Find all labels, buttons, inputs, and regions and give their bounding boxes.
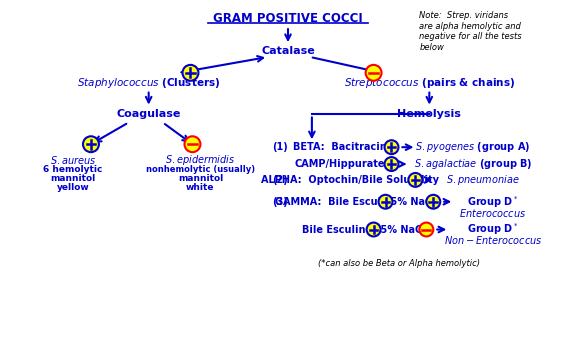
Circle shape — [366, 65, 381, 81]
Text: mannitol: mannitol — [51, 174, 96, 183]
Text: (*can also be Beta or Alpha hemolytic): (*can also be Beta or Alpha hemolytic) — [319, 259, 480, 268]
Text: (2): (2) — [272, 175, 288, 185]
Text: $\it{Streptococcus}$ (pairs & chains): $\it{Streptococcus}$ (pairs & chains) — [344, 76, 515, 90]
Text: $\it{S.pyogenes}$ (group A): $\it{S.pyogenes}$ (group A) — [415, 140, 531, 154]
Text: Catalase: Catalase — [261, 46, 315, 56]
Circle shape — [184, 136, 200, 152]
Text: $\it{Staphylococcus}$ (Clusters): $\it{Staphylococcus}$ (Clusters) — [77, 76, 220, 90]
Text: Note:  Strep. viridans
are alpha hemolytic and
negative for all the tests
below: Note: Strep. viridans are alpha hemolyti… — [419, 11, 522, 51]
Text: $\it{S. aureus}$: $\it{S. aureus}$ — [50, 154, 96, 166]
Text: nonhemolytic (usually): nonhemolytic (usually) — [146, 166, 255, 174]
Circle shape — [419, 223, 433, 236]
Text: white: white — [186, 183, 215, 192]
Text: $\it{S. agalactiae}$ (group B): $\it{S. agalactiae}$ (group B) — [414, 157, 532, 171]
Circle shape — [83, 136, 99, 152]
Text: (3): (3) — [272, 197, 288, 207]
Text: $\it{Enterococcus}$: $\it{Enterococcus}$ — [460, 207, 526, 219]
Text: Coagulase: Coagulase — [116, 109, 181, 119]
Circle shape — [385, 140, 399, 154]
Text: Hemolysis: Hemolysis — [397, 109, 461, 119]
Text: $\it{Non-Enterococcus}$: $\it{Non-Enterococcus}$ — [444, 234, 543, 246]
Circle shape — [426, 195, 440, 209]
Text: Bile Esculin: Bile Esculin — [302, 224, 366, 235]
Circle shape — [408, 173, 422, 187]
Text: GRAM POSITIVE COCCI: GRAM POSITIVE COCCI — [213, 12, 363, 25]
Text: 6 hemolytic: 6 hemolytic — [43, 166, 103, 174]
Text: ALPHA:  Optochin/Bile Solubility: ALPHA: Optochin/Bile Solubility — [261, 175, 439, 185]
Text: CAMP/Hippurate: CAMP/Hippurate — [294, 159, 385, 169]
Text: $\it{S. epidermidis}$: $\it{S. epidermidis}$ — [165, 153, 236, 167]
Text: GAMMA:  Bile Esculin: GAMMA: Bile Esculin — [275, 197, 392, 207]
Text: yellow: yellow — [56, 183, 89, 192]
Text: BETA:  Bacitracin: BETA: Bacitracin — [293, 142, 386, 152]
Circle shape — [378, 195, 392, 209]
Text: mannitol: mannitol — [178, 174, 223, 183]
Circle shape — [366, 223, 381, 236]
Circle shape — [385, 157, 399, 171]
Text: (1): (1) — [272, 142, 288, 152]
Text: 6.5% NaCl: 6.5% NaCl — [370, 224, 425, 235]
Text: 6.5% NaCl: 6.5% NaCl — [380, 197, 435, 207]
Circle shape — [183, 65, 199, 81]
Text: Group D$^*$: Group D$^*$ — [467, 194, 519, 210]
Text: $\it{S. pneumoniae}$: $\it{S. pneumoniae}$ — [446, 173, 520, 187]
Text: Group D$^*$: Group D$^*$ — [467, 222, 519, 237]
